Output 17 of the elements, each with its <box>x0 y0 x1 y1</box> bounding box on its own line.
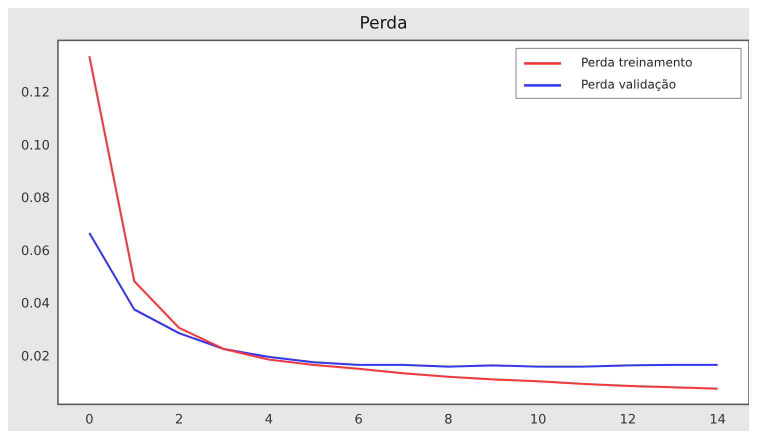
y-tick-label: 0.04 <box>20 296 50 312</box>
x-tick-label: 12 <box>620 412 636 428</box>
x-tick-label: 0 <box>85 412 94 428</box>
x-tick-label: 10 <box>530 412 546 428</box>
chart-title: Perda <box>359 14 408 34</box>
y-tick-label: 0.12 <box>20 86 50 101</box>
y-tick-label: 0.10 <box>20 138 50 154</box>
x-tick-label: 4 <box>264 412 273 428</box>
x-tick-label: 8 <box>444 412 452 428</box>
x-tick-label: 6 <box>354 412 363 428</box>
y-tick-label: 0.08 <box>20 191 50 206</box>
x-tick-label: 2 <box>174 412 184 428</box>
x-tick-label: 14 <box>709 412 726 428</box>
y-tick-label: 0.06 <box>20 244 50 259</box>
legend-label: Perda treinamento <box>581 56 692 70</box>
legend-label: Perda validação <box>581 78 676 92</box>
y-tick-label: 0.02 <box>20 349 50 364</box>
